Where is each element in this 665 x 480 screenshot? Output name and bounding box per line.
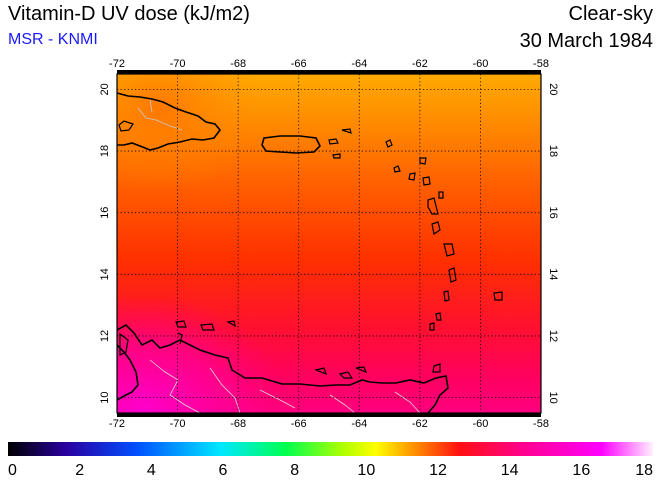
lon-tick-label-top: -60 <box>472 58 488 70</box>
south-american-coastline <box>117 324 449 413</box>
colorbar-tick-label: 16 <box>572 462 590 479</box>
colorbar-tick-label: 12 <box>429 462 447 479</box>
lat-tick-label-left: 12 <box>99 330 111 342</box>
lon-tick-label-bottom: -72 <box>109 418 125 430</box>
lat-tick-label-left: 10 <box>99 391 111 403</box>
colorbar-tick-label: 6 <box>219 462 228 479</box>
colorbar-tick-label: 18 <box>635 462 653 479</box>
provider-label: MSR - KNMI <box>8 31 98 48</box>
lat-tick-label-left: 14 <box>99 268 111 280</box>
lat-tick-label-right: 16 <box>547 207 559 219</box>
lon-tick-label-bottom: -64 <box>351 418 367 430</box>
hispaniola-coastline <box>117 92 222 151</box>
lat-tick-label-right: 10 <box>547 391 559 403</box>
lon-tick-label-top: -66 <box>291 58 307 70</box>
colorbar-tick-label: 4 <box>147 462 156 479</box>
lon-tick-label-bottom: -66 <box>291 418 307 430</box>
lon-tick-label-bottom: -70 <box>170 418 186 430</box>
colorbar-tick-label: 14 <box>501 462 519 479</box>
colorbar-tick-label: 2 <box>75 462 84 479</box>
lat-tick-label-right: 14 <box>547 268 559 280</box>
colorbar-tick-label: 8 <box>290 462 299 479</box>
lon-tick-label-bottom: -68 <box>230 418 246 430</box>
lon-tick-label-bottom: -60 <box>472 418 488 430</box>
lesser-antilles-coastline <box>385 139 503 331</box>
lon-tick-label-top: -72 <box>109 58 125 70</box>
lat-tick-label-left: 16 <box>99 207 111 219</box>
sky-condition-label: Clear-sky <box>568 3 653 25</box>
lat-tick-label-right: 12 <box>547 330 559 342</box>
lat-tick-label-left: 18 <box>99 145 111 157</box>
colorbar <box>8 442 653 456</box>
lon-tick-label-bottom: -62 <box>412 418 428 430</box>
lat-tick-label-left: 20 <box>99 83 111 95</box>
map-title: Vitamin-D UV dose (kJ/m2) <box>8 3 250 25</box>
lat-tick-label-right: 18 <box>547 145 559 157</box>
lon-tick-label-bottom: -58 <box>533 418 549 430</box>
colorbar-tick-label: 10 <box>357 462 375 479</box>
graticule <box>117 74 541 413</box>
date-label: 30 March 1984 <box>519 30 653 52</box>
puerto-rico-coastline <box>261 135 321 154</box>
lon-tick-label-top: -64 <box>351 58 367 70</box>
lat-tick-label-right: 20 <box>547 83 559 95</box>
lon-tick-label-top: -68 <box>230 58 246 70</box>
lon-tick-label-top: -62 <box>412 58 428 70</box>
colorbar-tick-label: 0 <box>8 462 17 479</box>
lon-tick-label-top: -70 <box>170 58 186 70</box>
lon-tick-label-top: -58 <box>533 58 549 70</box>
